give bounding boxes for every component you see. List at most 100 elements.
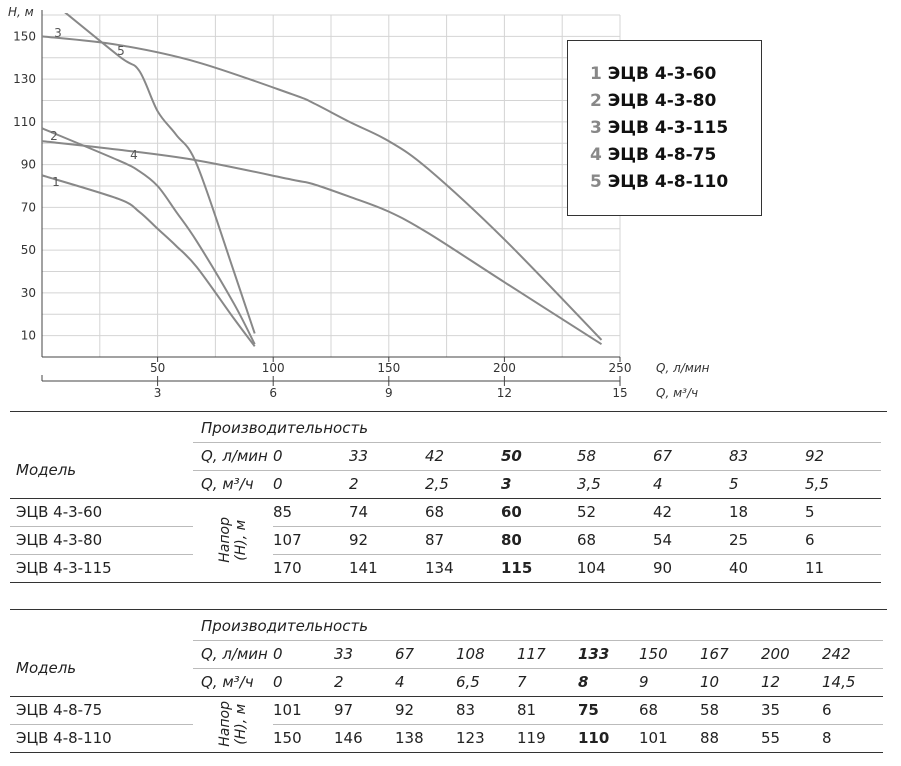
head-value: 11 [805, 554, 881, 583]
q-m3h-value: 10 [700, 673, 720, 691]
q-lmin-value: 58 [577, 442, 653, 471]
y-tick-label: 50 [21, 243, 36, 257]
head-value: 68 [577, 526, 653, 555]
curve-series-4 [42, 140, 603, 346]
head-label: Напор (H), м [193, 695, 273, 753]
head-value: 68 [639, 695, 700, 725]
q-m3h-value: 3 [501, 475, 512, 493]
x-tick-label: 150 [377, 361, 400, 375]
performance-table-1: Производительность Модель Q, л/мин 0 33 42 50 5… [10, 414, 881, 583]
performance-table-2: Производительность Модель Q, л/мин 0 33 67 108… [10, 612, 883, 753]
q-m3h-label: Q, м³/ч [201, 475, 254, 493]
q-lmin-value: 33 [349, 442, 425, 471]
curve-series-5 [42, 35, 603, 341]
head-value: 87 [425, 526, 501, 555]
legend-number: 1 [590, 64, 602, 84]
head-value: 35 [761, 695, 822, 725]
model-name: ЭЦВ 4-3-80 [10, 526, 193, 555]
head-label-line1: Напор [217, 701, 233, 747]
x-tick-label: 50 [150, 361, 165, 375]
q-lmin-row: Модель Q, л/мин 0 33 67 108 117 133 150 167 200 242 [10, 640, 883, 677]
legend-item: 5 ЭЦВ 4-8-110 [590, 169, 761, 196]
head-value: 8 [822, 724, 883, 753]
head-label: Напор (H), м [193, 497, 273, 583]
head-label-line2: (H), м [233, 703, 249, 745]
table-title-row: Производительность [10, 612, 883, 641]
legend-number: 5 [590, 172, 602, 192]
head-value: 5 [805, 497, 881, 527]
head-value: 80 [501, 526, 577, 555]
head-value: 25 [729, 526, 805, 555]
head-value: 119 [517, 724, 578, 753]
q-m3h-value: 2,5 [425, 475, 449, 493]
head-value: 146 [334, 724, 395, 753]
q-m3h-value: 14,5 [822, 673, 856, 691]
q-lmin-value: 108 [456, 640, 517, 669]
legend-item: 4 ЭЦВ 4-8-75 [590, 142, 761, 169]
table-row: ЭЦВ 4-3-115 170 141 134 115 104 90 40 11 [10, 554, 881, 583]
table-row: ЭЦВ 4-8-110 150 146 138 123 119 110 101 88 55 8 [10, 724, 883, 753]
q-lmin-value: 117 [517, 640, 578, 669]
head-value: 74 [349, 497, 425, 527]
curve-series-2 [42, 127, 256, 345]
head-value: 60 [501, 497, 577, 527]
q-m3h-value: 7 [517, 673, 527, 691]
chart-legend: 1 ЭЦВ 4-3-60 2 ЭЦВ 4-3-80 3 ЭЦВ 4-3-115 4 Э… [567, 40, 762, 216]
q-lmin-value: 67 [395, 640, 456, 669]
table1-top-rule [10, 411, 887, 412]
q-lmin-value: 200 [761, 640, 822, 669]
y-tick-label: 130 [13, 72, 36, 86]
empty-cell [10, 414, 193, 442]
chart-curves [42, 13, 603, 347]
x2-tick-label: 15 [612, 386, 627, 400]
q-m3h-row: Q, м³/ч 0 2 4 6,5 7 8 9 10 12 14,5 [10, 668, 883, 696]
head-value: 58 [700, 695, 761, 725]
q-m3h-value: 3,5 [577, 475, 601, 493]
head-value: 134 [425, 554, 501, 583]
q-m3h-label: Q, м³/ч [201, 673, 254, 691]
legend-number: 2 [590, 91, 602, 111]
head-value: 83 [456, 695, 517, 725]
q-m3h-value: 4 [395, 673, 405, 691]
legend-name: ЭЦВ 4-3-115 [607, 118, 729, 138]
head-value: 88 [700, 724, 761, 753]
y-axis-label: H, м [8, 5, 34, 19]
table-row: ЭЦВ 4-3-80 107 92 87 80 68 54 25 6 [10, 526, 881, 555]
head-value: 150 [273, 724, 334, 753]
legend-name: ЭЦВ 4-3-60 [607, 64, 717, 84]
q-lmin-value: 50 [501, 442, 577, 471]
curve-label-5: 5 [117, 44, 125, 58]
head-value: 97 [334, 695, 395, 725]
curve-series-1 [42, 174, 256, 347]
q-lmin-value: 92 [805, 442, 881, 471]
head-value: 123 [456, 724, 517, 753]
q-m3h-value: 6,5 [456, 673, 480, 691]
legend-number: 3 [590, 118, 602, 138]
head-value: 90 [653, 554, 729, 583]
x-tick-label: 100 [262, 361, 285, 375]
x-tick-label: 250 [609, 361, 632, 375]
q-lmin-label: Q, л/мин [193, 640, 273, 669]
chart-axes [41, 10, 621, 386]
q-m3h-row: Q, м³/ч 0 2 2,5 3 3,5 4 5 5,5 [10, 470, 881, 498]
x2-tick-label: 9 [385, 386, 393, 400]
head-value: 81 [517, 695, 578, 725]
head-value: 42 [653, 497, 729, 527]
head-value: 110 [578, 724, 639, 753]
model-name: ЭЦВ 4-3-115 [10, 554, 193, 583]
head-value: 101 [639, 724, 700, 753]
legend-name: ЭЦВ 4-8-110 [607, 172, 729, 192]
model-name: ЭЦВ 4-3-60 [10, 497, 193, 527]
head-value: 85 [273, 497, 349, 527]
legend-number: 4 [590, 145, 602, 165]
head-label-line1: Напор [217, 517, 233, 563]
head-value: 92 [395, 695, 456, 725]
q-m3h-value: 8 [578, 673, 589, 691]
table-row: ЭЦВ 4-8-75 Напор (H), м 101 97 92 83 81 75 68 58 35… [10, 695, 883, 753]
head-label-text: Напор (H), м [217, 701, 249, 747]
model-header: Модель [16, 658, 77, 677]
legend-name: ЭЦВ 4-3-80 [607, 91, 717, 111]
q-m3h-value: 0 [273, 475, 283, 493]
q-m3h-value: 9 [639, 673, 649, 691]
head-label-line2: (H), м [233, 519, 249, 561]
